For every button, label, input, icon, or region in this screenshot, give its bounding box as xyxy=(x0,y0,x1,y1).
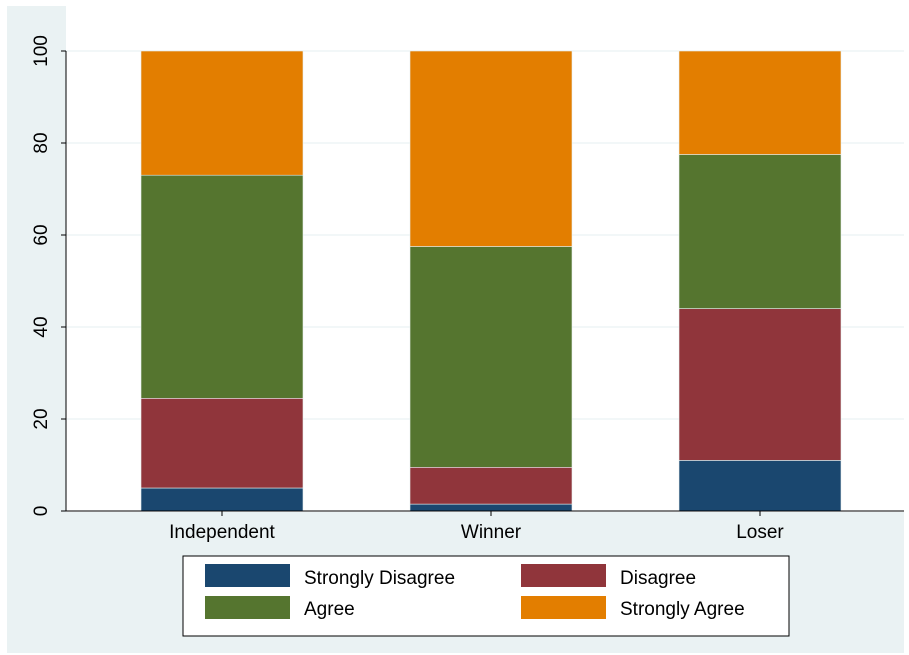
x-category-label: Independent xyxy=(169,522,275,543)
y-tick-label: 100 xyxy=(31,35,52,67)
y-tick-label: 80 xyxy=(31,132,52,153)
bar-segment-winner-strongly-disagree xyxy=(409,503,573,512)
bar-segment-loser-disagree xyxy=(678,308,842,461)
y-tick-label: 20 xyxy=(31,408,52,429)
x-axis: Independent Winner Loser xyxy=(66,510,904,543)
bar-segment-winner-strongly-agree xyxy=(409,50,573,247)
bar-segment-winner-agree xyxy=(409,246,573,468)
legend-label: Strongly Disagree xyxy=(304,568,455,589)
bar-segment-independent-strongly-disagree xyxy=(140,487,304,512)
bar-segment-independent-strongly-agree xyxy=(140,50,304,176)
legend-label: Disagree xyxy=(620,568,696,589)
bar-segment-loser-strongly-disagree xyxy=(678,460,842,512)
legend-swatch xyxy=(205,596,290,619)
bar-segment-loser-strongly-agree xyxy=(678,50,842,155)
legend-label: Strongly Agree xyxy=(620,599,745,620)
stacked-bar-chart: 0 20 40 60 80 100 Independent Winner Loser Stro… xyxy=(31,6,904,637)
bar-segment-independent-disagree xyxy=(140,397,304,489)
legend-swatch xyxy=(205,564,290,587)
legend-swatch xyxy=(521,564,606,587)
x-category-label: Loser xyxy=(736,522,784,543)
bars xyxy=(140,50,842,512)
x-category-label: Winner xyxy=(461,522,522,543)
y-tick-label: 60 xyxy=(31,224,52,245)
bar-segment-independent-agree xyxy=(140,174,304,399)
y-axis: 0 20 40 60 80 100 xyxy=(31,35,67,517)
bar-segment-winner-disagree xyxy=(409,466,573,505)
chart-frame: 0 20 40 60 80 100 Independent Winner Loser Stro… xyxy=(7,6,904,653)
legend-swatch xyxy=(521,596,606,619)
legend-label: Agree xyxy=(304,599,355,620)
bar-segment-loser-agree xyxy=(678,154,842,309)
legend: Strongly Disagree Disagree Agree Strongly A… xyxy=(182,555,790,637)
y-tick-label: 0 xyxy=(31,506,52,517)
y-tick-label: 40 xyxy=(31,316,52,337)
